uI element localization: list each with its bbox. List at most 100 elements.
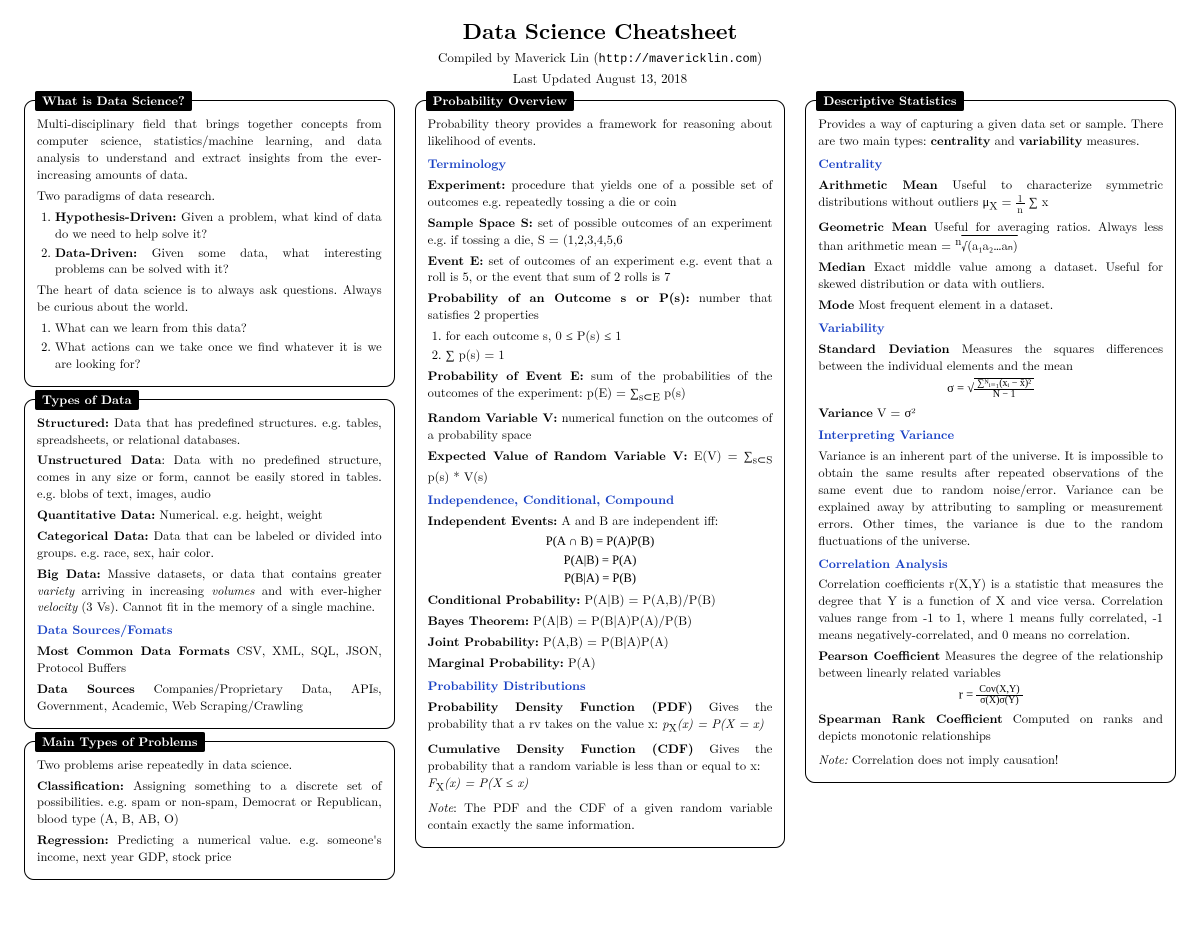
- box-what-is-ds: What is Data Science? Multi-disciplinary…: [24, 100, 395, 386]
- text: Cumulative Density Function (CDF) Gives …: [428, 740, 773, 795]
- text: and with ever-higher: [255, 581, 382, 599]
- fraction: ∑ᴺᵢ₌₁(xᵢ − x̄)²N − 1: [974, 379, 1034, 400]
- text: ∑ x: [1025, 192, 1049, 210]
- box-label: Probability Overview: [426, 91, 574, 111]
- term: Pearson Coefficient: [818, 646, 940, 664]
- text: Mode Most frequent element in a dataset.: [818, 296, 1163, 313]
- text: V = σ²: [873, 403, 916, 421]
- text: P(A|B) = P(A,B)/P(B): [580, 590, 715, 608]
- text: Note: Correlation does not imply causati…: [818, 751, 1163, 768]
- subheading: Data Sources/Fomats: [37, 621, 382, 638]
- list-item: What actions can we take once we find wh…: [55, 338, 382, 372]
- term: Structured:: [37, 413, 109, 431]
- term: Joint Probability:: [428, 632, 539, 650]
- updated-line: Last Updated August 13, 2018: [24, 69, 1176, 87]
- author-url: http://mavericklin.com: [599, 52, 757, 66]
- term: Marginal Probability:: [428, 653, 564, 671]
- text: P(A): [564, 653, 596, 671]
- box-descriptive-stats: Descriptive Statistics Provides a way of…: [805, 100, 1176, 783]
- box-label: What is Data Science?: [35, 91, 192, 111]
- term: Probability of Event E:: [428, 366, 584, 384]
- term: Classification:: [37, 776, 124, 794]
- text: Multi-disciplinary field that brings tog…: [37, 115, 382, 183]
- equation: r = Cov(X,Y)σ(X)σ(Y): [818, 685, 1163, 706]
- text: Variance is an inherent part of the univ…: [818, 447, 1163, 548]
- text: volumes: [211, 581, 254, 599]
- text: arriving in increasing: [74, 581, 211, 599]
- subscript: X: [669, 720, 677, 735]
- text: Random Variable V: numerical function on…: [428, 409, 773, 443]
- text: Marginal Probability: P(A): [428, 654, 773, 671]
- term: Event E:: [428, 251, 484, 269]
- term: Sample Space S:: [428, 213, 533, 231]
- term: variability: [1019, 131, 1082, 149]
- text: velocity: [37, 597, 77, 615]
- text: Conditional Probability: P(A|B) = P(A,B)…: [428, 591, 773, 608]
- term: centrality: [931, 131, 991, 149]
- text: Sample Space S: set of possible outcomes…: [428, 214, 773, 248]
- text: Probability of an Outcome s or P(s): num…: [428, 289, 773, 323]
- subheading: Probability Distributions: [428, 677, 773, 694]
- author-prefix: Compiled by Maverick Lin (: [438, 47, 599, 66]
- subheading: Terminology: [428, 155, 773, 172]
- term: Quantitative Data:: [37, 505, 155, 523]
- text: Two problems arise repeatedly in data sc…: [37, 756, 382, 773]
- term: Data Sources: [37, 679, 135, 697]
- author-suffix: ): [757, 47, 762, 66]
- text: Massive datasets, or data that contains …: [101, 564, 382, 582]
- text: Probability Density Function (PDF) Gives…: [428, 698, 773, 736]
- text: Spearman Rank Coefficient Computed on ra…: [818, 710, 1163, 744]
- text: Big Data: Massive datasets, or data that…: [37, 565, 382, 616]
- list-item: ∑ p(s) = 1: [446, 346, 773, 363]
- text: Quantitative Data: Numerical. e.g. heigh…: [37, 506, 382, 523]
- sqrt-content: ∑ᴺᵢ₌₁(xᵢ − x̄)²N − 1: [974, 378, 1034, 400]
- list: Hypothesis-Driven: Given a problem, what…: [55, 208, 382, 278]
- term: Hypothesis-Driven:: [55, 207, 176, 225]
- subheading: Centrality: [818, 155, 1163, 172]
- term: Probability Density Function (PDF): [428, 697, 693, 715]
- term: Median: [818, 257, 865, 275]
- subheading: Independence, Conditional, Compound: [428, 491, 773, 508]
- text: Expected Value of Random Variable V: E(V…: [428, 447, 773, 485]
- box-label: Types of Data: [35, 390, 139, 410]
- text: Most frequent element in a dataset.: [854, 295, 1053, 313]
- column-2: Probability Overview Probability theory …: [415, 100, 786, 847]
- term: Probability of an Outcome s or P(s):: [428, 288, 690, 306]
- text: and: [990, 131, 1018, 149]
- text: Correlation does not imply causation!: [848, 750, 1059, 768]
- text: Note: The PDF and the CDF of a given ran…: [428, 799, 773, 833]
- term: Geometric Mean: [818, 217, 927, 235]
- fraction: Cov(X,Y)σ(X)σ(Y): [976, 685, 1022, 706]
- term: Regression:: [37, 830, 109, 848]
- denominator: N − 1: [974, 390, 1034, 400]
- text: p(s) * V(s): [428, 467, 488, 485]
- list-item: Hypothesis-Driven: Given a problem, what…: [55, 208, 382, 242]
- text: Categorical Data: Data that can be label…: [37, 527, 382, 561]
- text: P(A|B) = P(B|A)P(A)/P(B): [529, 611, 692, 629]
- text: measures.: [1082, 131, 1139, 149]
- term: Conditional Probability:: [428, 590, 581, 608]
- text: Independent Events: A and B are independ…: [428, 512, 773, 529]
- subscript: X: [436, 779, 444, 794]
- box-probability: Probability Overview Probability theory …: [415, 100, 786, 847]
- text: Unstructured Data: Data with no predefin…: [37, 451, 382, 502]
- column-1: What is Data Science? Multi-disciplinary…: [24, 100, 395, 880]
- text: Bayes Theorem: P(A|B) = P(B|A)P(A)/P(B): [428, 612, 773, 629]
- numerator: ∑ᴺᵢ₌₁(xᵢ − x̄)²: [974, 379, 1034, 390]
- text: variety: [37, 581, 74, 599]
- text: Event E: set of outcomes of an experimen…: [428, 252, 773, 286]
- text: (x) = P(X ≤ x): [444, 773, 528, 791]
- subheading: Variability: [818, 319, 1163, 336]
- text: The heart of data science is to always a…: [37, 281, 382, 315]
- list: for each outcome s, 0 ≤ P(s) ≤ 1 ∑ p(s) …: [446, 327, 773, 363]
- text: Numerical. e.g. height, weight: [155, 505, 322, 523]
- term: Independent Events:: [428, 511, 558, 529]
- columns: What is Data Science? Multi-disciplinary…: [24, 100, 1176, 880]
- term: Random Variable V:: [428, 408, 558, 426]
- text: Most Common Data Formats CSV, XML, SQL, …: [37, 642, 382, 676]
- text: Exact middle value among a dataset. Usef…: [818, 257, 1163, 292]
- subscript: s⊂S: [753, 452, 773, 467]
- denominator: σ(X)σ(Y): [976, 696, 1022, 706]
- text: Pearson Coefficient Measures the degree …: [818, 647, 1163, 681]
- text: : The PDF and the CDF of a given random …: [428, 798, 773, 833]
